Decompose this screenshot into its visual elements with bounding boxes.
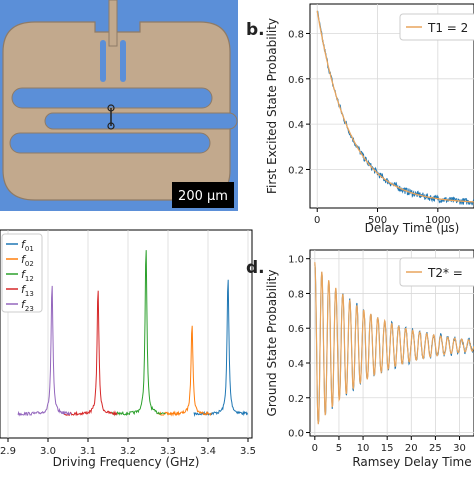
- legend: T2* =: [399, 257, 474, 287]
- series-line-f23: [17, 285, 72, 417]
- y-tick-label: 0.2: [288, 394, 304, 405]
- x-tick-label: 3.3: [160, 446, 176, 457]
- panel-label-b: b.: [246, 20, 265, 40]
- x-tick-label: 15: [381, 443, 394, 454]
- y-axis-label: First Excited State Probability: [265, 18, 279, 194]
- panel-label-d: d.: [246, 258, 265, 278]
- y-tick-label: 0.0: [288, 429, 304, 440]
- y-tick-label: 0.4: [288, 120, 304, 131]
- t1-chart: 0 500 1000 0.2 0.4 0.6 0.8 First Excited State …: [262, 0, 474, 240]
- x-tick-label: 5: [336, 443, 342, 454]
- legend: T1 = 2: [399, 13, 474, 41]
- y-axis-label: Ground State Probability: [265, 270, 279, 417]
- t1-decay-plot: 0 500 1000 0.2 0.4 0.6 0.8 First Excited State …: [265, 3, 474, 235]
- micrograph-panel: 200 μm: [0, 0, 238, 211]
- legend-entry: f02: [21, 253, 34, 268]
- x-tick-label: 3.5: [240, 446, 256, 457]
- x-tick-label: 0: [312, 443, 318, 454]
- legend-entry: f23: [21, 298, 34, 313]
- qubit-micrograph: 200 μm: [0, 0, 238, 211]
- spectroscopy-plot: 2.9 3.0 3.1 3.2 3.3 3.4 3.5 Driving Frequency (…: [0, 229, 256, 469]
- x-tick-label: 3.4: [200, 446, 216, 457]
- legend-entry: f01: [21, 238, 34, 253]
- y-tick-label: 0.8: [288, 289, 304, 300]
- x-tick-label: 10: [357, 443, 370, 454]
- legend-box: [399, 257, 474, 287]
- legend-entry: f12: [21, 268, 34, 283]
- y-tick-label: 0.4: [288, 359, 304, 370]
- y-tick-label: 0.8: [288, 29, 304, 40]
- spectroscopy-chart: 2.9 3.0 3.1 3.2 3.3 3.4 3.5 Driving Frequency (…: [0, 226, 262, 474]
- ramsey-plot: 0 5 10 15 20 25 30 0.0 0.2 0.4 0.6 0.8 1.0 Ground Sta…: [265, 249, 474, 469]
- fit-line: [316, 10, 474, 203]
- y-tick-label: 0.6: [288, 324, 304, 335]
- x-axis-label: Ramsey Delay Time: [352, 455, 471, 469]
- x-tick-label: 0: [314, 215, 320, 226]
- x-tick-label: 500: [368, 215, 387, 226]
- y-tick-label: 0.6: [288, 75, 304, 86]
- legend-box: [399, 13, 474, 41]
- x-tick-label: 20: [405, 443, 418, 454]
- x-tick-label: 3.2: [120, 446, 136, 457]
- x-axis-label: Driving Frequency (GHz): [53, 455, 200, 469]
- y-tick-label: 0.2: [288, 165, 304, 176]
- legend-entry: T1 = 2: [427, 21, 468, 35]
- legend-box: [1, 233, 43, 313]
- scale-bar-label: 200 μm: [178, 189, 228, 204]
- x-axis-label: Delay Time (μs): [365, 221, 460, 235]
- fit-line: [314, 262, 474, 425]
- legend-entry: T2* =: [427, 266, 463, 280]
- series-line-f13: [63, 290, 118, 417]
- y-tick-label: 1.0: [288, 255, 304, 266]
- series-line-f02: [157, 325, 212, 417]
- series-line-f01: [193, 279, 248, 418]
- x-tick-label: 3.1: [80, 446, 96, 457]
- x-tick-label: 30: [453, 443, 466, 454]
- x-tick-label: 3.0: [40, 446, 56, 457]
- x-tick-label: 1000: [425, 215, 450, 226]
- ramsey-chart: 0 5 10 15 20 25 30 0.0 0.2 0.4 0.6 0.8 1.0 Ground Sta…: [262, 240, 474, 474]
- legend-entry: f13: [21, 283, 34, 298]
- x-tick-label: 25: [429, 443, 442, 454]
- x-tick-label: 2.9: [0, 446, 16, 457]
- series-line-f12: [111, 250, 166, 416]
